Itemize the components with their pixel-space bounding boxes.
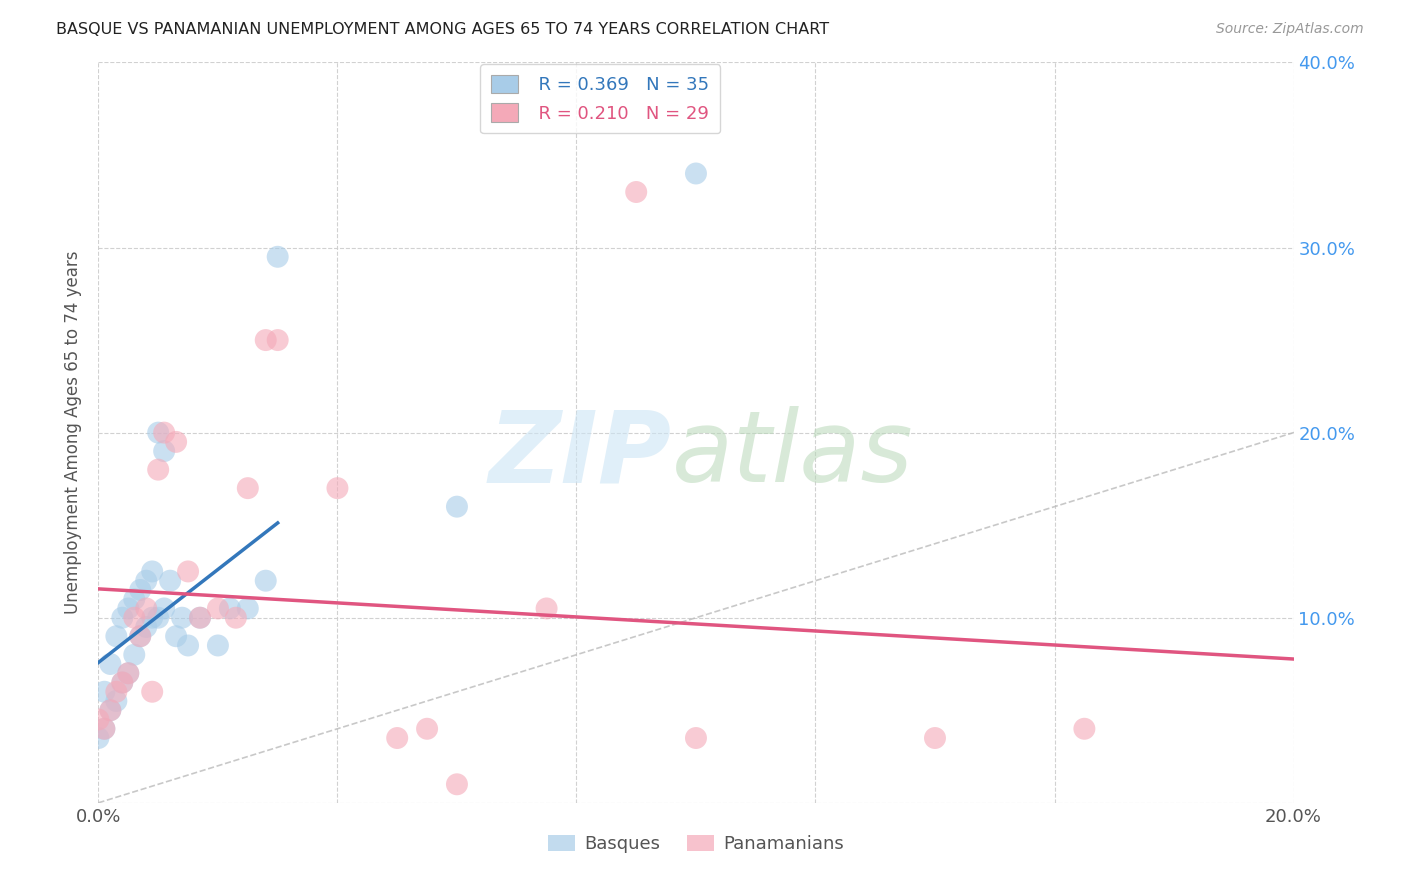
Point (87, 731, 110, 745)
Point (207, 601, 229, 615)
Point (98, 703, 122, 717)
Point (129, 629, 152, 643)
Point (111, 675, 134, 690)
Y-axis label: Unemployment Among Ages 65 to 74 years: Unemployment Among Ages 65 to 74 years (65, 251, 83, 615)
Point (135, 620, 157, 634)
Point (165, 629, 187, 643)
Point (153, 444, 176, 458)
Point (129, 629, 152, 643)
Point (626, 185, 648, 199)
Point (924, 731, 946, 745)
Point (236, 601, 259, 615)
Point (385, 731, 409, 745)
Point (685, 731, 707, 745)
Point (685, 166, 707, 180)
Point (207, 639, 229, 653)
Point (93, 685, 115, 699)
Point (117, 601, 139, 615)
Point (536, 601, 558, 615)
Point (93, 722, 115, 736)
Point (98, 703, 122, 717)
Point (135, 601, 157, 615)
Point (124, 648, 146, 662)
Point (153, 425, 176, 440)
Point (148, 462, 170, 476)
Point (129, 582, 152, 597)
Point (446, 777, 468, 791)
Point (105, 685, 128, 699)
Point (141, 565, 163, 579)
Point (188, 610, 211, 624)
Point (254, 333, 277, 347)
Point (267, 333, 290, 347)
Point (141, 610, 163, 624)
Point (124, 610, 146, 624)
Point (111, 610, 134, 624)
Point (135, 574, 157, 588)
Point (416, 722, 439, 736)
Point (1073, 722, 1095, 736)
Point (105, 694, 128, 708)
Point (105, 629, 128, 643)
Point (153, 601, 176, 615)
Point (188, 610, 211, 624)
Point (177, 565, 200, 579)
Text: ZIP: ZIP (489, 407, 672, 503)
Point (177, 639, 200, 653)
Point (111, 675, 134, 690)
Text: Source: ZipAtlas.com: Source: ZipAtlas.com (1216, 22, 1364, 37)
Point (446, 500, 468, 514)
Point (141, 685, 163, 699)
Point (148, 610, 170, 624)
Text: atlas: atlas (672, 407, 914, 503)
Point (236, 481, 259, 495)
Point (172, 610, 194, 624)
Point (219, 601, 242, 615)
Point (159, 574, 181, 588)
Point (254, 574, 277, 588)
Point (148, 425, 170, 440)
Point (93, 722, 115, 736)
Point (98, 657, 122, 671)
Point (117, 666, 139, 681)
Legend: Basques, Panamanians: Basques, Panamanians (541, 828, 851, 861)
Point (117, 666, 139, 681)
Text: BASQUE VS PANAMANIAN UNEMPLOYMENT AMONG AGES 65 TO 74 YEARS CORRELATION CHART: BASQUE VS PANAMANIAN UNEMPLOYMENT AMONG … (56, 22, 830, 37)
Point (87, 713, 110, 727)
Point (267, 250, 290, 264)
Point (225, 610, 247, 624)
Point (124, 592, 146, 607)
Point (165, 434, 187, 449)
Point (326, 481, 349, 495)
